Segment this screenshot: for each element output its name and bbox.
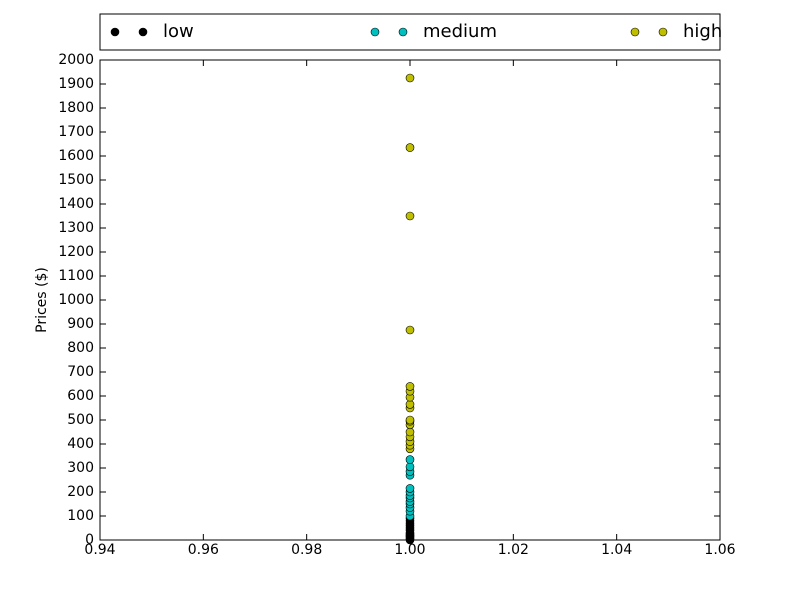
y-tick-label: 0 (85, 532, 94, 548)
x-tick-label: 1.06 (704, 542, 735, 558)
legend-label: medium (423, 21, 497, 42)
y-tick-label: 500 (67, 412, 94, 428)
y-tick-label: 700 (67, 364, 94, 380)
y-tick-label: 1400 (58, 196, 94, 212)
x-tick-label: 0.98 (291, 542, 322, 558)
y-tick-label: 1000 (58, 292, 94, 308)
scatter-point (405, 415, 415, 425)
scatter-point (405, 455, 415, 464)
legend-marker (398, 27, 408, 37)
y-tick-label: 1200 (58, 244, 94, 260)
legend-marker (110, 27, 120, 37)
legend-marker (658, 27, 668, 37)
legend-marker (630, 27, 640, 37)
scatter-point (405, 462, 415, 472)
scatter-point (405, 73, 415, 83)
y-tick-label: 1800 (58, 100, 94, 116)
y-tick-label: 200 (67, 484, 94, 500)
legend-label: high (683, 21, 722, 42)
y-tick-label: 400 (67, 436, 94, 452)
y-tick-label: 100 (67, 508, 94, 524)
scatter-point (405, 400, 415, 409)
y-tick-label: 900 (67, 316, 94, 332)
y-tick-label: 800 (67, 340, 94, 356)
scatter-point (405, 211, 415, 221)
x-tick-label: 1.00 (394, 542, 425, 558)
y-tick-label: 600 (67, 388, 94, 404)
y-tick-label: 2000 (58, 52, 94, 68)
scatter-point (405, 325, 415, 335)
x-tick-label: 1.02 (498, 542, 529, 558)
scatter-point (405, 484, 415, 493)
scatter-point (405, 382, 415, 391)
scatter-point (405, 427, 415, 437)
y-tick-label: 1100 (58, 268, 94, 284)
legend-box (99, 13, 721, 51)
y-tick-label: 300 (67, 460, 94, 476)
x-tick-label: 0.94 (84, 542, 115, 558)
scatter-point (405, 143, 415, 152)
legend-marker (138, 27, 148, 37)
y-tick-label: 1600 (58, 148, 94, 164)
y-tick-label: 1900 (58, 76, 94, 92)
x-tick-label: 0.96 (188, 542, 219, 558)
y-tick-label: 1500 (58, 172, 94, 188)
legend-marker (370, 27, 380, 37)
x-tick-label: 1.04 (601, 542, 632, 558)
y-tick-label: 1300 (58, 220, 94, 236)
legend-label: low (163, 21, 194, 42)
y-tick-label: 1700 (58, 124, 94, 140)
y-axis-label: Prices ($) (34, 267, 50, 333)
